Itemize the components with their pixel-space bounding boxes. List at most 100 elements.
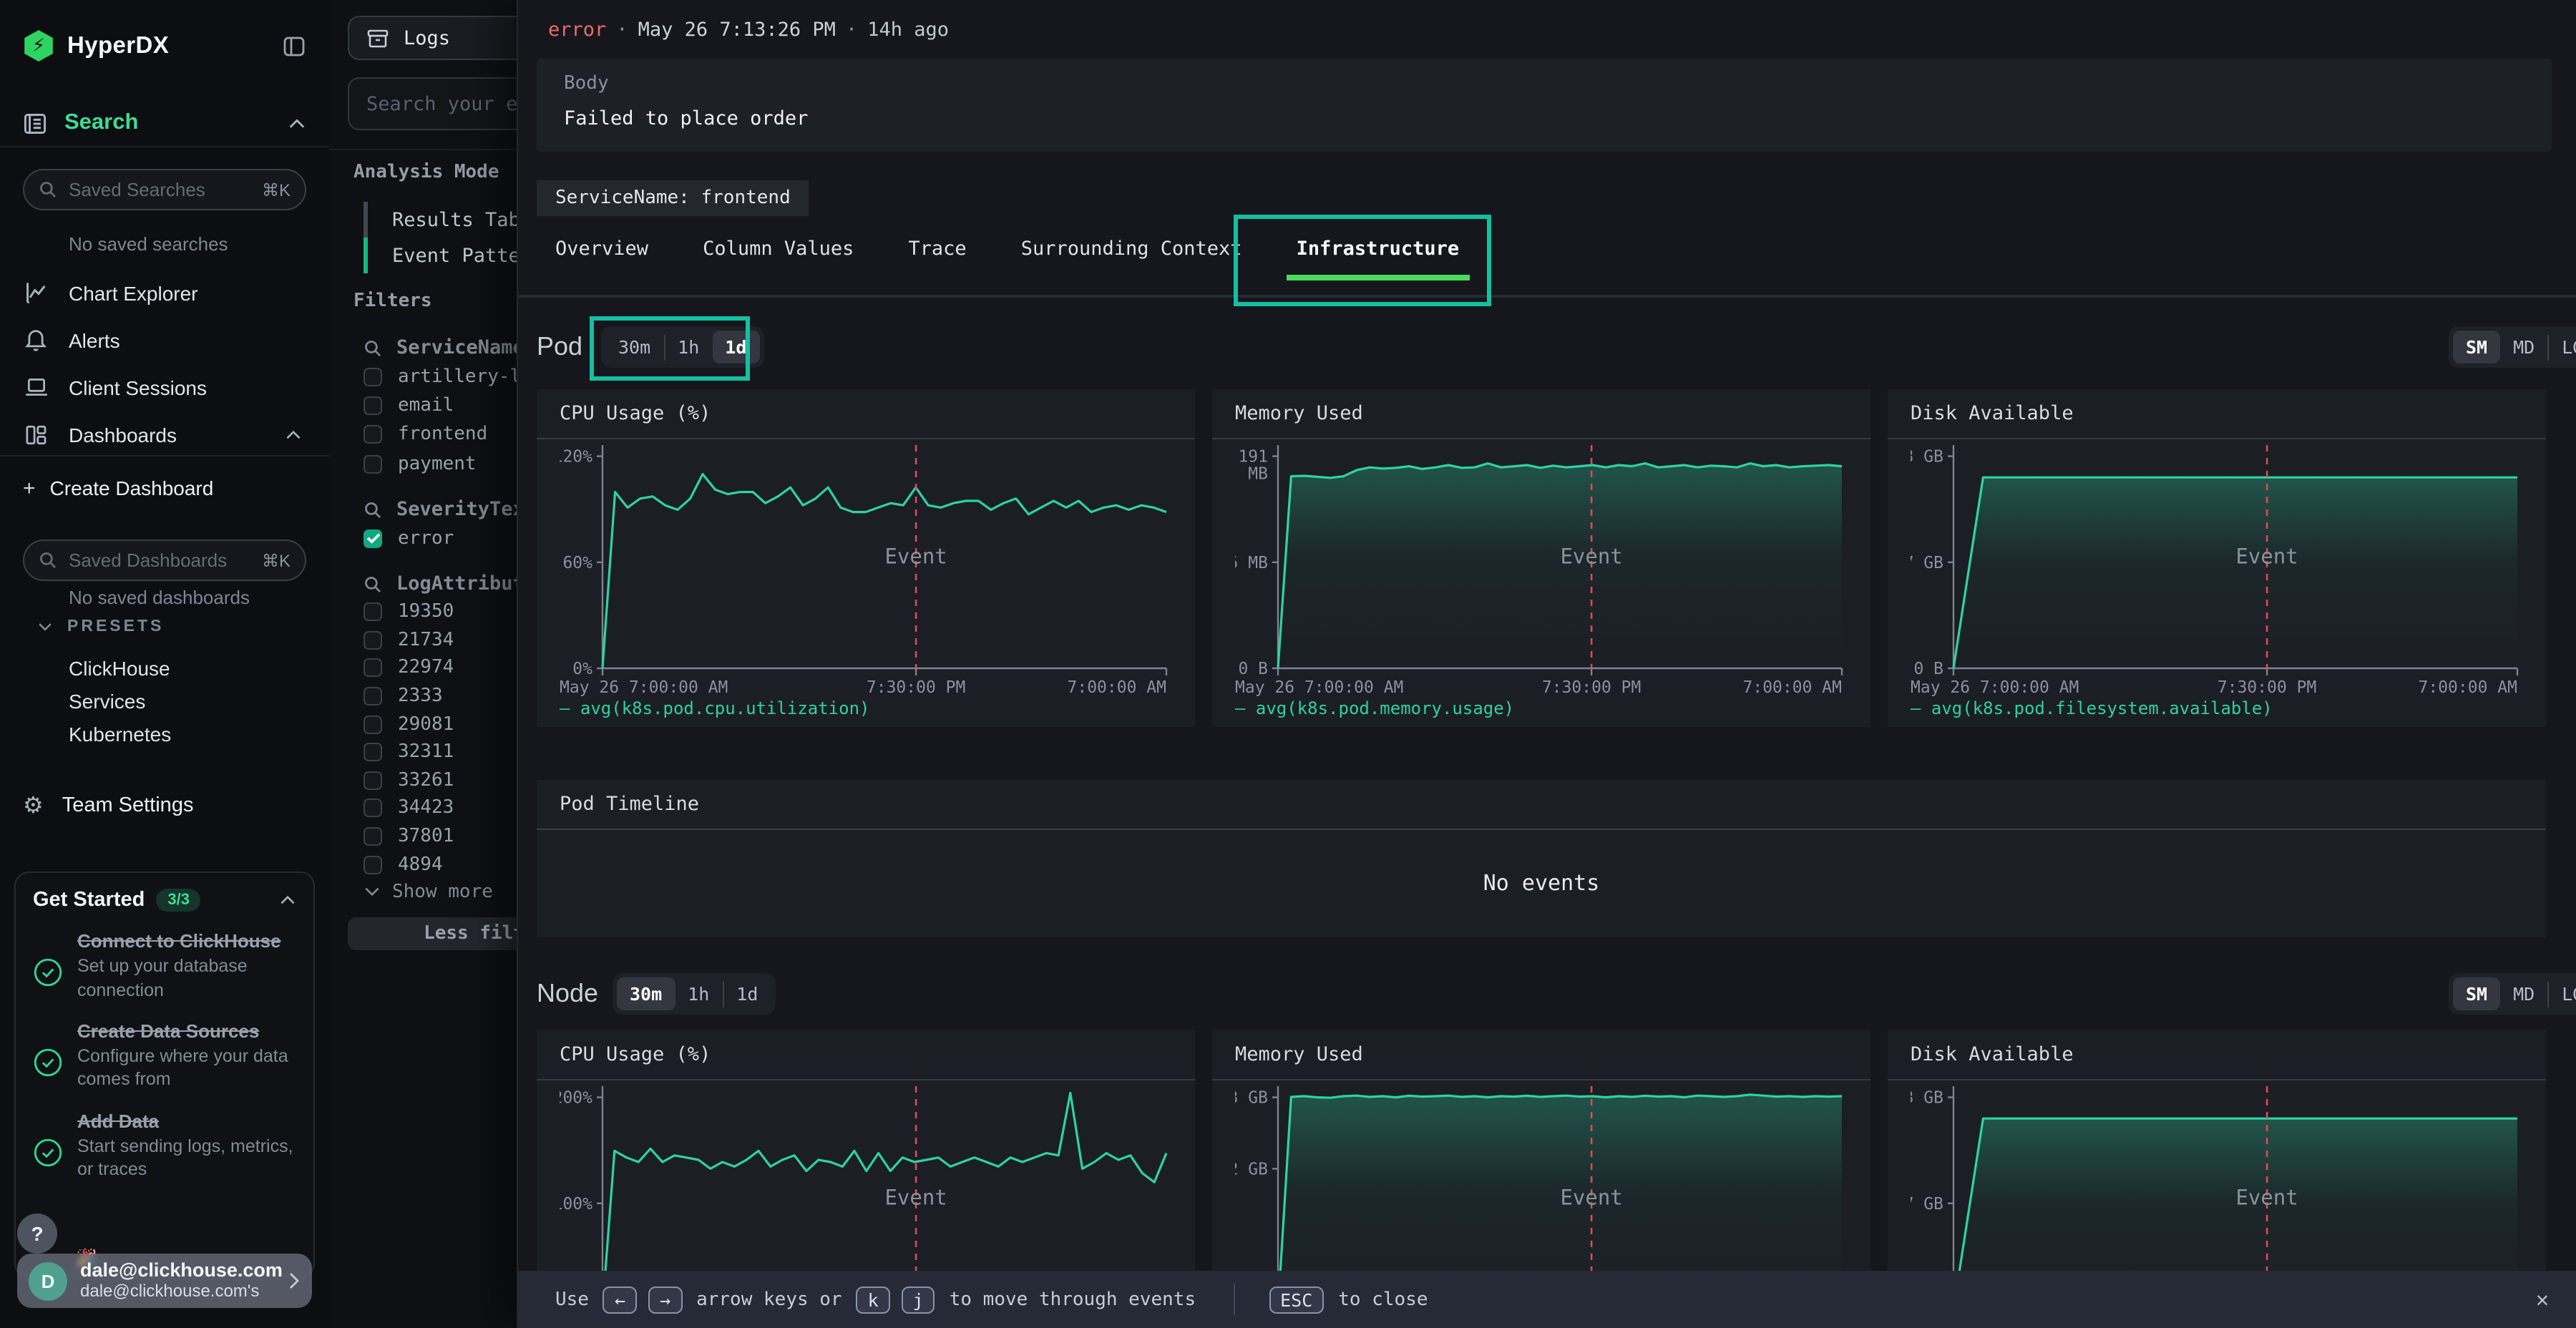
journal-icon (23, 111, 47, 135)
filter-option[interactable]: frontend (364, 421, 544, 450)
filter-option[interactable]: 29081 (364, 711, 547, 738)
node-size-lg[interactable]: LG (2562, 983, 2576, 1005)
checkbox-unchecked[interactable] (364, 771, 382, 790)
node-range-1h[interactable]: 1h (688, 983, 710, 1005)
filter-option[interactable]: 37801 (364, 823, 547, 851)
service-name-chip[interactable]: ServiceName: frontend (537, 180, 809, 216)
pod-size-md[interactable]: MD (2513, 336, 2535, 358)
checkbox-unchecked[interactable] (364, 630, 382, 650)
filter-option-label: 4894 (398, 854, 443, 876)
sidebar-item-client-sessions[interactable]: Client Sessions (0, 363, 329, 411)
checkbox-unchecked[interactable] (364, 602, 382, 622)
get-started-item[interactable]: Connect to ClickHouse Set up your databas… (16, 920, 313, 1010)
svg-text:2 GB: 2 GB (1235, 1160, 1268, 1178)
get-started-item-title: Add Data (77, 1110, 160, 1131)
svg-text:7:00:00 AM: 7:00:00 AM (1068, 678, 1166, 697)
checkbox-unchecked[interactable] (364, 454, 382, 474)
tab-column-values[interactable]: Column Values (703, 238, 854, 260)
show-more-button[interactable]: Show more (364, 879, 547, 906)
filter-group-header[interactable]: ServiceName (364, 333, 544, 362)
sidebar-item-dashboards[interactable]: Dashboards (0, 411, 329, 458)
user-menu[interactable]: D dale@clickhouse.com dale@clickhouse.co… (17, 1254, 312, 1308)
filter-option[interactable]: payment (364, 449, 544, 479)
filter-option[interactable]: error (364, 524, 536, 553)
check-circle-icon (33, 1035, 63, 1092)
chevron-up-icon[interactable] (280, 429, 306, 440)
svg-text:3 GB: 3 GB (1235, 1089, 1268, 1108)
panel-toggle-icon[interactable] (282, 35, 306, 57)
get-started-card: Get Started 3/3 Connect to ClickHouse Set… (14, 872, 315, 1278)
tab-trace[interactable]: Trace (908, 238, 967, 260)
sidebar-item-alerts[interactable]: Alerts (0, 316, 329, 363)
tab-overview[interactable]: Overview (555, 238, 649, 260)
create-dashboard-button[interactable]: + Create Dashboard (0, 472, 329, 504)
filter-option[interactable]: 33261 (364, 766, 547, 794)
tab-surrounding-context[interactable]: Surrounding Context (1020, 238, 1242, 260)
close-icon[interactable]: ✕ (2535, 1286, 2549, 1312)
checkbox-unchecked[interactable] (364, 658, 382, 678)
filter-option[interactable]: 19350 (364, 598, 547, 626)
saved-searches-placeholder: Saved Searches (69, 179, 205, 200)
checkbox-unchecked[interactable] (364, 425, 382, 444)
saved-dashboards-input[interactable]: Saved Dashboards ⌘K (23, 540, 306, 581)
checkbox-unchecked[interactable] (364, 799, 382, 818)
event-marker-label: Event (884, 544, 947, 568)
help-button[interactable]: ? (17, 1214, 57, 1254)
layout-icon (23, 423, 49, 446)
dot-separator: · (845, 19, 858, 42)
tab-infrastructure[interactable]: Infrastructure (1286, 238, 1469, 280)
source-selector-button[interactable]: Logs (348, 16, 541, 60)
preset-item-services[interactable]: Services (69, 689, 146, 712)
get-started-item[interactable]: Add Data Start sending logs, metrics, or … (16, 1100, 313, 1190)
search-icon (364, 338, 382, 357)
pod-range-1h[interactable]: 1h (678, 336, 700, 358)
filter-option[interactable]: email (364, 391, 544, 421)
get-started-item[interactable]: Create Data Sources Configure where your … (16, 1010, 313, 1100)
chart-title: Memory Used (1212, 1030, 1870, 1080)
get-started-header[interactable]: Get Started 3/3 (16, 873, 313, 920)
sidebar-item-chart-explorer[interactable]: Chart Explorer (0, 269, 329, 316)
filter-option[interactable]: 2333 (364, 683, 547, 711)
checkbox-unchecked[interactable] (364, 687, 382, 706)
checkbox-unchecked[interactable] (364, 855, 382, 874)
checkbox-unchecked[interactable] (364, 367, 382, 386)
event-body-card: Body Failed to place order (537, 59, 2552, 152)
checkbox-unchecked[interactable] (364, 396, 382, 416)
filter-option[interactable]: 34423 (364, 794, 547, 822)
get-started-title: Get Started (33, 889, 145, 912)
sidebar-item-search[interactable]: Search (0, 100, 329, 146)
chart-plot: 3 GB 2 GB Event (1212, 1080, 1870, 1271)
filter-group-severitytext: SeverityText error (364, 495, 536, 553)
node-range-1d[interactable]: 1d (736, 983, 758, 1005)
chevron-up-icon[interactable] (288, 117, 306, 130)
node-range-30m[interactable]: 30m (617, 977, 675, 1010)
checkbox-unchecked[interactable] (364, 743, 382, 762)
node-size-sm[interactable]: SM (2453, 977, 2501, 1010)
event-header: error · May 26 7:13:26 PM · 14h ago (548, 19, 949, 42)
pod-size-lg[interactable]: LG (2562, 336, 2576, 358)
filter-option-label: 21734 (398, 629, 454, 651)
filter-option[interactable]: 4894 (364, 851, 547, 879)
pod-range-30m[interactable]: 30m (618, 336, 651, 358)
preset-item-kubernetes[interactable]: Kubernetes (69, 722, 172, 745)
sidebar-item-team-settings[interactable]: ⚙ Team Settings (0, 787, 329, 824)
filter-option[interactable]: 21734 (364, 626, 547, 654)
filter-option[interactable]: 32311 (364, 738, 547, 766)
node-size-md[interactable]: MD (2513, 983, 2535, 1005)
presets-toggle[interactable]: PRESETS (37, 618, 164, 635)
saved-searches-input[interactable]: Saved Searches ⌘K (23, 169, 306, 210)
chevron-down-icon (37, 621, 53, 633)
preset-item-clickhouse[interactable]: ClickHouse (69, 656, 170, 679)
checkbox-checked[interactable] (364, 529, 382, 548)
pod-size-sm[interactable]: SM (2453, 331, 2501, 363)
chart-card-memory-used: Memory Used 3 GB 2 GB Event (1212, 1030, 1870, 1271)
checkbox-unchecked[interactable] (364, 715, 382, 734)
filter-option[interactable]: 22974 (364, 654, 547, 682)
pod-range-1d[interactable]: 1d (712, 331, 760, 363)
chevron-up-icon[interactable] (279, 894, 296, 906)
checkbox-unchecked[interactable] (364, 827, 382, 846)
filter-group-header[interactable]: SeverityText (364, 495, 536, 524)
